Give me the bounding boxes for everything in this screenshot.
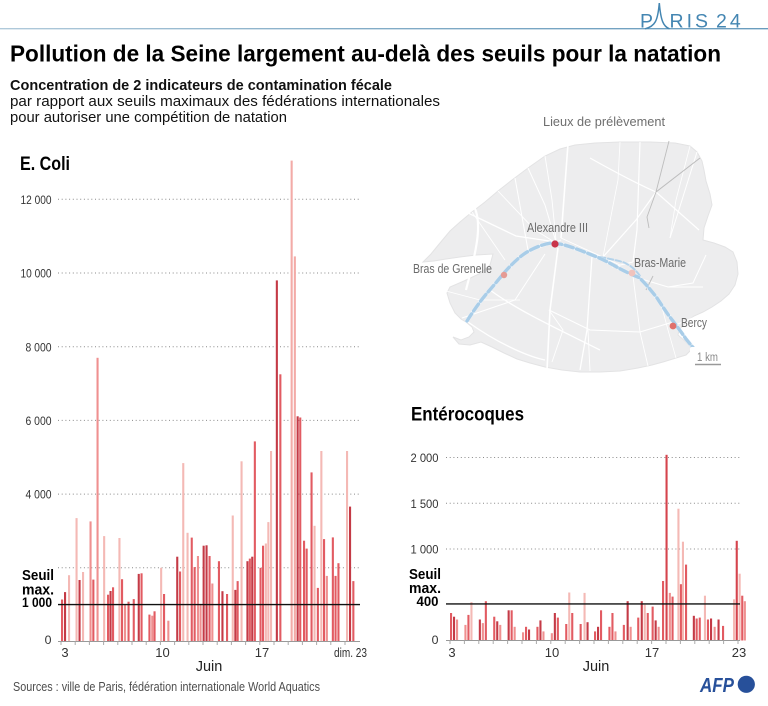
svg-text:P: P — [640, 11, 656, 33]
svg-text:1 km: 1 km — [697, 352, 718, 364]
svg-text:6 000: 6 000 — [26, 414, 52, 428]
svg-text:8 000: 8 000 — [26, 340, 52, 354]
svg-text:Bras-Marie: Bras-Marie — [634, 256, 686, 270]
svg-text:dim. 23: dim. 23 — [334, 645, 367, 660]
svg-text:0: 0 — [432, 633, 439, 647]
svg-text:Bercy: Bercy — [681, 316, 708, 330]
svg-text:3: 3 — [448, 645, 455, 660]
svg-text:12 000: 12 000 — [21, 193, 52, 207]
svg-text:Juin: Juin — [196, 659, 223, 675]
svg-text:3: 3 — [61, 645, 68, 660]
svg-text:2 000: 2 000 — [411, 451, 439, 465]
svg-text:max.: max. — [409, 581, 441, 597]
svg-text:23: 23 — [732, 645, 746, 660]
svg-text:Concentration de 2 indicateurs: Concentration de 2 indicateurs de contam… — [10, 78, 392, 94]
svg-text:1 500: 1 500 — [411, 497, 439, 511]
svg-text:10: 10 — [545, 645, 559, 660]
svg-text:0: 0 — [45, 633, 52, 647]
svg-text:Bras de Grenelle: Bras de Grenelle — [413, 262, 492, 276]
svg-text:pour autoriser une compétition: pour autoriser une compétition de natati… — [10, 110, 287, 126]
svg-text:10: 10 — [155, 645, 169, 660]
svg-text:E. Coli: E. Coli — [20, 153, 70, 175]
svg-text:Seuil: Seuil — [22, 568, 54, 584]
svg-text:Seuil: Seuil — [409, 567, 441, 583]
svg-text:par rapport aux seuils maximau: par rapport aux seuils maximaux des fédé… — [10, 94, 440, 110]
svg-text:AFP: AFP — [699, 674, 734, 697]
svg-text:1 000: 1 000 — [22, 595, 52, 610]
svg-text:24: 24 — [716, 11, 744, 33]
svg-text:Sources : ville de Paris, fédé: Sources : ville de Paris, fédération int… — [13, 679, 320, 694]
svg-text:17: 17 — [645, 645, 659, 660]
svg-text:RIS: RIS — [670, 11, 712, 33]
svg-text:Juin: Juin — [583, 659, 610, 675]
svg-text:4 000: 4 000 — [26, 488, 52, 502]
svg-text:10 000: 10 000 — [21, 267, 52, 281]
svg-text:Lieux de prélèvement: Lieux de prélèvement — [543, 114, 665, 129]
svg-text:max.: max. — [22, 583, 54, 599]
svg-text:17: 17 — [255, 645, 269, 660]
svg-text:400: 400 — [417, 594, 439, 609]
svg-text:Alexandre III: Alexandre III — [527, 221, 588, 235]
svg-text:Pollution de la Seine largemen: Pollution de la Seine largement au-delà … — [10, 41, 721, 67]
svg-text:1 000: 1 000 — [411, 543, 439, 557]
svg-text:Entérocoques: Entérocoques — [411, 405, 524, 426]
